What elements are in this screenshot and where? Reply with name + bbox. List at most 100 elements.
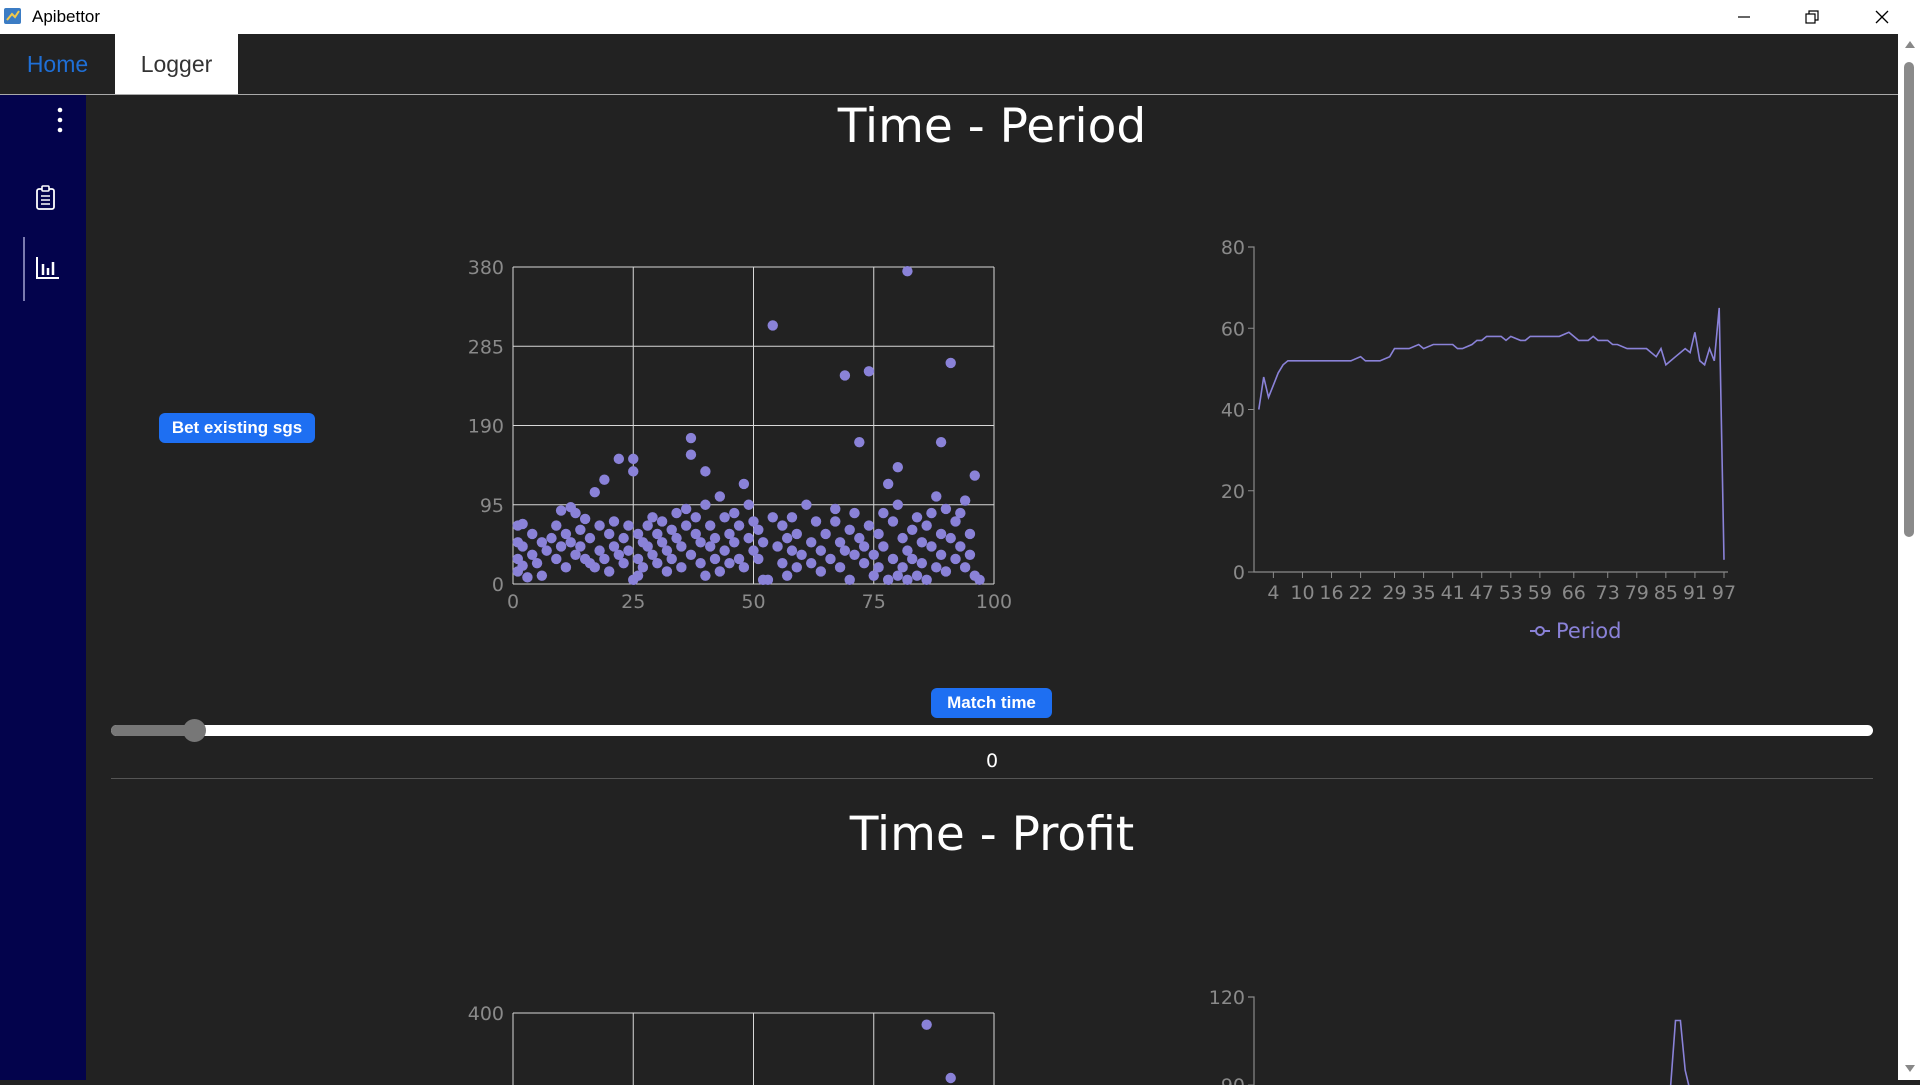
close-button[interactable] [1850,0,1914,34]
scatter-point [647,512,657,522]
bar-chart-icon[interactable] [35,255,61,281]
scatter-point [628,466,638,476]
y-tick-label: 190 [468,416,504,438]
scatter-point [830,516,840,526]
y-tick-label: 0 [492,574,504,596]
scroll-down-arrow-icon[interactable] [1904,1064,1916,1074]
scatter-point [897,533,907,543]
match-time-button[interactable]: Match time [931,688,1052,718]
scatter-point [845,525,855,535]
window-title: Apibettor [32,7,100,27]
scatter-point [719,545,729,555]
scatter-point [623,520,633,530]
scatter-point [806,537,816,547]
vertical-scrollbar[interactable] [1898,34,1920,1080]
scatter-point [888,516,898,526]
title-bar: Apibettor [0,0,1920,34]
match-time-slider[interactable] [111,725,1873,736]
profit-series-line [1666,1021,1705,1085]
x-tick-label: 4 [1267,582,1279,604]
x-tick-label: 53 [1499,582,1523,604]
close-icon [1874,9,1890,25]
scatter-point [921,1019,931,1029]
scatter-point [883,479,893,489]
scatter-point [551,554,561,564]
scatter-point [575,525,585,535]
y-tick-label: 0 [1233,562,1245,584]
scatter-point [801,500,811,510]
scatter-point [618,533,628,543]
scatter-point [522,572,532,582]
x-tick-label: 50 [741,591,765,613]
y-tick-label: 20 [1221,481,1245,503]
scatter-point [936,550,946,560]
scatter-point [614,454,624,464]
legend-label: Period [1556,619,1621,643]
x-tick-label: 75 [862,591,886,613]
axis-line [1248,997,1254,1085]
scatter-point [835,562,845,572]
slider-thumb[interactable] [183,719,206,742]
scatter-point [878,508,888,518]
scatter-point [792,529,802,539]
more-vertical-icon[interactable] [52,105,68,137]
scatter-point [541,545,551,555]
minimize-button[interactable] [1712,0,1776,34]
scatter-point [902,575,912,585]
y-tick-label: 285 [468,336,504,358]
scatter-point [527,529,537,539]
scatter-point [912,512,922,522]
scatter-point [950,554,960,564]
scatter-point [931,491,941,501]
scatter-point [691,512,701,522]
scatter-point [532,558,542,568]
scatter-point [700,466,710,476]
scatter-point [787,545,797,555]
scatter-point [676,541,686,551]
clipboard-icon[interactable] [35,185,57,211]
tab-logger[interactable]: Logger [115,34,238,94]
scatter-point [864,366,874,376]
minimize-icon [1736,9,1752,25]
x-tick-label: 29 [1382,582,1406,604]
x-tick-label: 59 [1528,582,1552,604]
scatter-point [705,520,715,530]
x-tick-label: 97 [1712,582,1736,604]
scrollbar-thumb[interactable] [1904,62,1914,537]
scatter-point [662,566,672,576]
y-tick-label: 90 [1221,1075,1245,1085]
app-icon [3,6,23,26]
scatter-point [864,520,874,530]
y-tick-label: 60 [1221,318,1245,340]
scatter-point [849,508,859,518]
scatter-point [946,358,956,368]
scatter-point [734,520,744,530]
scatter-point [917,537,927,547]
scatter-point [585,533,595,543]
scatter-point [974,575,984,585]
scatter-point [657,516,667,526]
y-tick-label: 40 [1221,400,1245,422]
scatter-point [743,533,753,543]
scatter-point [546,533,556,543]
scatter-point [965,550,975,560]
x-tick-label: 10 [1290,582,1314,604]
scatter-point [695,537,705,547]
x-tick-label: 16 [1319,582,1343,604]
scatter-point [719,512,729,522]
scroll-up-arrow-icon[interactable] [1904,39,1916,49]
profit-section-title: Time - Profit [86,807,1898,862]
scatter-point [907,525,917,535]
scatter-point [652,558,662,568]
restore-button[interactable] [1780,0,1844,34]
scatter-point [787,512,797,522]
bet-existing-sgs-button[interactable]: Bet existing sgs [159,413,315,443]
legend-marker [1536,627,1544,635]
scatter-point [599,475,609,485]
sidebar [0,95,86,1080]
scatter-point [782,533,792,543]
scatter-point [561,562,571,572]
tab-home[interactable]: Home [0,34,115,94]
scatter-point [893,500,903,510]
y-tick-label: 400 [468,1003,504,1025]
